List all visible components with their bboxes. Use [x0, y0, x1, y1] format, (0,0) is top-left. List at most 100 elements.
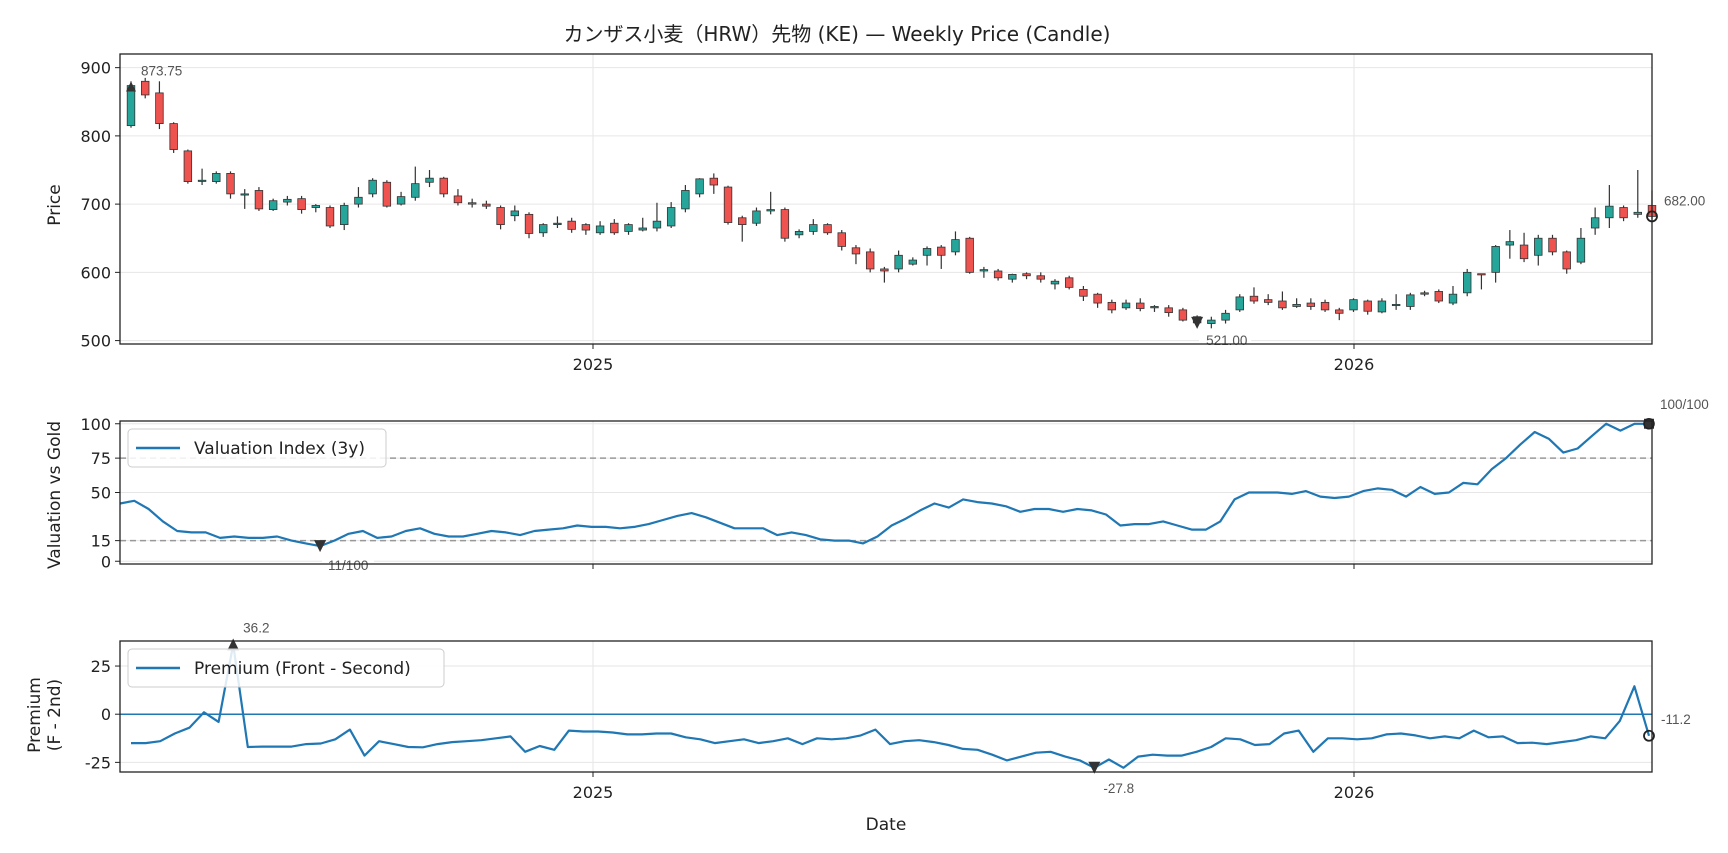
price-axes-frame: [119, 53, 1653, 345]
candle-body: [794, 231, 804, 236]
valuation-ytick-label: 75: [91, 449, 111, 468]
premium-ytick-label: -25: [85, 753, 111, 772]
candle-body: [1519, 244, 1529, 260]
candle-body: [567, 220, 576, 230]
candle-body: [1121, 302, 1131, 309]
chart-title: カンザス小麦（HRW）先物 (KE) — Weekly Price (Candl…: [564, 22, 1111, 46]
valuation-last-marker: [1643, 417, 1655, 430]
candle-body: [439, 177, 448, 195]
candle-body: [212, 173, 221, 182]
candle-body: [908, 259, 918, 265]
price-xtick-label: 2025: [573, 355, 614, 374]
price-max-annotation: 873.75: [141, 64, 182, 79]
candle-body: [141, 80, 150, 96]
candle-body: [766, 209, 775, 212]
valuation-ytick-label: 50: [91, 484, 111, 503]
candle-body: [226, 173, 235, 195]
valuation-min-marker: [314, 540, 327, 553]
candle-body: [524, 213, 534, 234]
valuation-ytick-label: 15: [91, 532, 111, 551]
price-ytick-label: 900: [80, 59, 111, 78]
valuation-series-line: [119, 422, 1649, 548]
candle-body: [1306, 302, 1316, 307]
candle-body: [325, 207, 335, 227]
candle-body: [197, 179, 207, 182]
candle-body: [1292, 304, 1301, 307]
price-min-marker: [1191, 316, 1204, 329]
candle-body: [396, 196, 406, 205]
candle-body: [1335, 309, 1344, 314]
premium-min-marker: [1088, 761, 1101, 774]
candle-body: [1576, 237, 1586, 263]
candle-body: [368, 179, 377, 195]
candle-body: [1491, 246, 1500, 273]
valuation-axes-frame: [119, 420, 1653, 565]
candle-body: [1178, 309, 1188, 321]
candle-body: [922, 248, 932, 256]
candle-body: [695, 178, 704, 195]
candle-body: [240, 193, 249, 196]
premium-min-annotation: -27.8: [1103, 781, 1134, 796]
candle-body: [1221, 312, 1230, 321]
premium-xtick-label: 2026: [1334, 783, 1375, 802]
price-xtick-label: 2026: [1334, 355, 1375, 374]
premium-max-marker: [227, 638, 240, 651]
candle-body: [638, 227, 647, 231]
candle-body: [1150, 306, 1159, 309]
candle-body: [1633, 211, 1642, 215]
candle-body: [1278, 300, 1287, 309]
candle-body: [1349, 299, 1358, 311]
candle-body: [993, 270, 1003, 279]
candle-body: [453, 195, 463, 204]
candle-body: [539, 224, 548, 234]
candle-body: [1590, 217, 1600, 229]
candle-body: [1477, 273, 1486, 276]
candle-body: [1534, 237, 1543, 256]
candle-body: [1619, 207, 1628, 219]
candle-body: [169, 123, 178, 150]
candle-body: [965, 237, 974, 273]
candle-body: [823, 224, 832, 234]
candle-body: [1406, 294, 1415, 307]
candle-body: [1164, 307, 1173, 314]
price-ytick-label: 500: [80, 332, 111, 351]
candle-body: [467, 202, 477, 205]
candle-body: [979, 269, 989, 272]
candle-body: [752, 210, 761, 224]
candle-body: [1093, 293, 1102, 304]
candle-body: [1207, 319, 1216, 324]
premium-ylabel-line2: (F - 2nd): [45, 679, 65, 751]
candle-body: [1420, 292, 1429, 295]
premium-ylabel-line1: Premium: [25, 677, 45, 753]
valuation-max-annotation: 100/100: [1660, 397, 1709, 412]
premium-xlabel: Date: [866, 815, 907, 835]
candle-body: [311, 205, 320, 208]
candle-body: [1107, 301, 1117, 311]
candle-body: [780, 209, 790, 239]
candle-body: [1136, 302, 1145, 309]
candle-body: [681, 190, 690, 210]
candle-body: [652, 220, 662, 229]
valuation-ylabel: Valuation vs Gold: [45, 421, 65, 569]
price-last-annotation: 682.00: [1664, 193, 1705, 208]
candle-body: [510, 210, 520, 217]
candle-body: [1377, 300, 1387, 313]
candle-body: [894, 254, 903, 270]
candle-body: [1391, 304, 1401, 307]
premium-max-annotation: 36.2: [243, 620, 269, 635]
candle-body: [1605, 205, 1614, 219]
candle-body: [1235, 296, 1244, 311]
premium-legend: Premium (Front - Second): [127, 648, 445, 688]
premium-ytick-label: 0: [101, 705, 111, 724]
candle-body: [1008, 273, 1017, 280]
premium-panel: -25 0 25 2025 2026 Premium (F - 2nd) Date 3…: [25, 620, 1691, 835]
candle-body: [1448, 293, 1458, 304]
candle-body: [666, 207, 676, 227]
premium-xtick-label: 2025: [573, 783, 614, 802]
candle-body: [354, 196, 363, 205]
candle-body: [297, 198, 306, 210]
candle-body: [951, 239, 960, 253]
candle-body: [425, 177, 434, 183]
candle-body: [809, 224, 818, 232]
